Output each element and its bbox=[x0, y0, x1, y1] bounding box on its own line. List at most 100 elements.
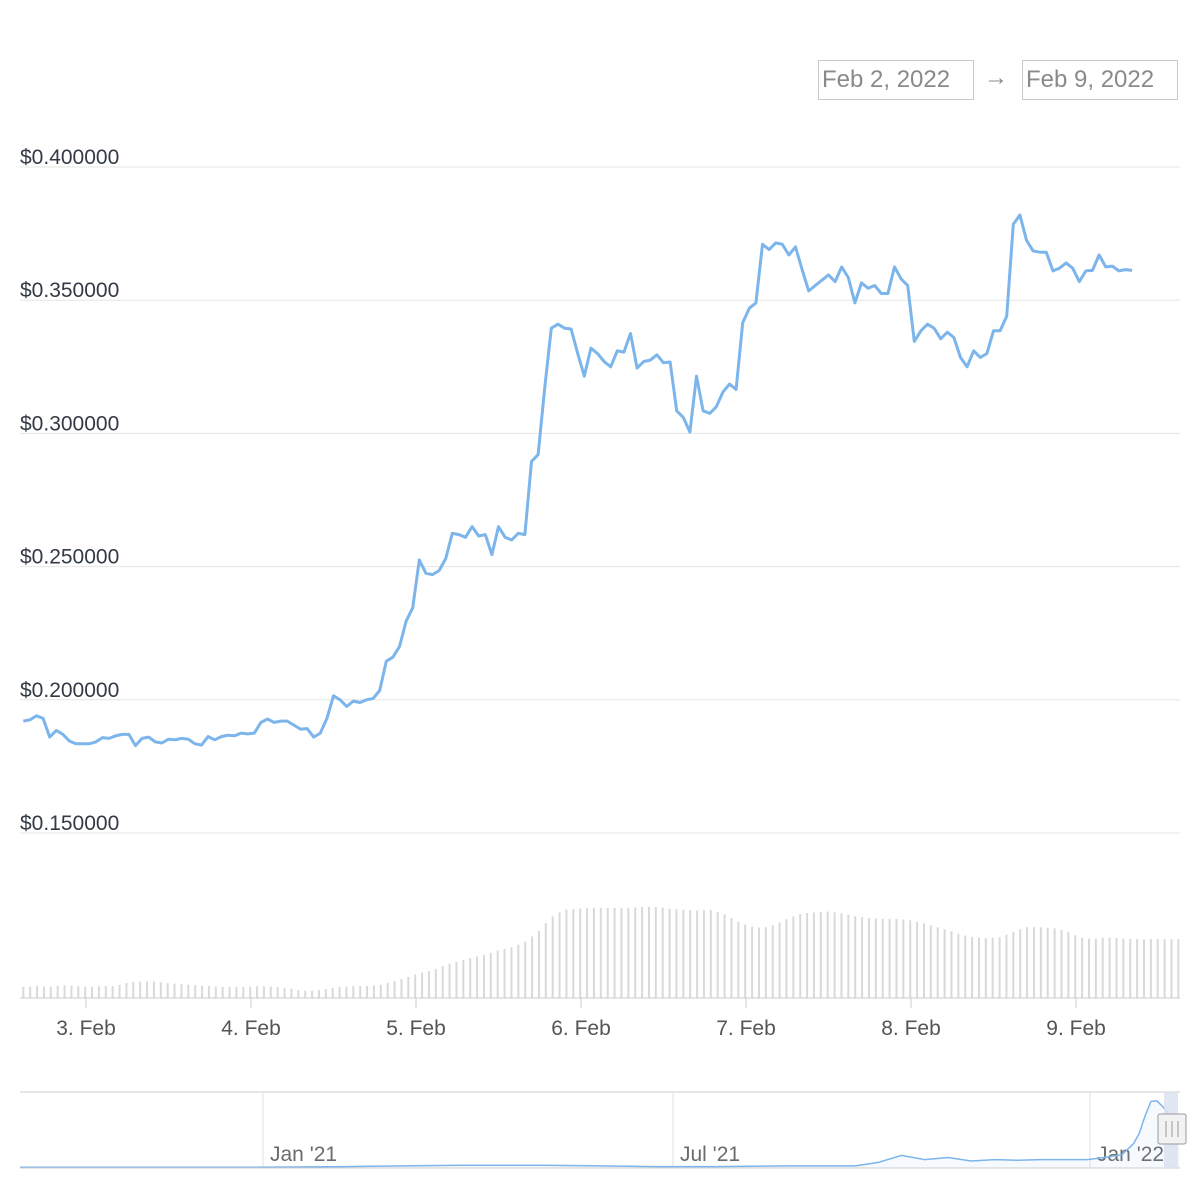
volume-bar bbox=[187, 984, 190, 998]
volume-bar bbox=[427, 971, 430, 998]
volume-bar bbox=[1122, 938, 1125, 998]
volume-bar bbox=[957, 933, 960, 998]
navigator-handle[interactable] bbox=[1157, 1113, 1187, 1145]
volume-bar bbox=[421, 972, 424, 998]
volume-bar bbox=[173, 983, 176, 998]
volume-bar bbox=[586, 908, 589, 998]
volume-bar bbox=[1019, 929, 1022, 998]
volume-bar bbox=[764, 927, 767, 998]
navigator-line bbox=[20, 1100, 1181, 1169]
volume-bar bbox=[469, 958, 472, 998]
volume-bar bbox=[668, 908, 671, 998]
volume-bar bbox=[1149, 939, 1152, 998]
navigator-label: Jul '21 bbox=[680, 1143, 740, 1166]
volume-bar bbox=[159, 982, 162, 998]
volume-bar bbox=[201, 985, 204, 998]
volume-bar bbox=[1136, 939, 1139, 998]
volume-bar bbox=[716, 911, 719, 998]
volume-bar bbox=[936, 927, 939, 998]
volume-bar bbox=[723, 914, 726, 998]
volume-bar bbox=[221, 986, 224, 998]
navigator-area bbox=[20, 1100, 1180, 1168]
volume-bar bbox=[702, 910, 705, 998]
volume-bar bbox=[950, 931, 953, 998]
volume-bar bbox=[909, 920, 912, 998]
volume-bar bbox=[414, 974, 417, 998]
volume-bar bbox=[840, 913, 843, 998]
volume-bar bbox=[180, 984, 183, 998]
volume-bar bbox=[1026, 927, 1029, 998]
volume-bar bbox=[235, 986, 238, 998]
volume-bar bbox=[441, 966, 444, 998]
volume-bar bbox=[641, 907, 644, 998]
volume-bar bbox=[118, 984, 121, 998]
range-arrow-icon: → bbox=[984, 64, 1008, 91]
volume-bar bbox=[311, 990, 314, 998]
volume-bar bbox=[22, 986, 25, 998]
volume-bar bbox=[861, 917, 864, 998]
volume-bar bbox=[207, 986, 210, 998]
volume-bar bbox=[895, 919, 898, 998]
volume-bar bbox=[242, 986, 245, 998]
volume-bar bbox=[1039, 927, 1042, 998]
volume-bar bbox=[407, 976, 410, 998]
volume-bar bbox=[1053, 928, 1056, 998]
price-line-layer bbox=[23, 213, 1133, 748]
volume-bar bbox=[819, 912, 822, 998]
y-tick-label: $0.150000 bbox=[20, 812, 119, 835]
volume-bar bbox=[971, 936, 974, 998]
volume-bar bbox=[524, 941, 527, 998]
volume-bar bbox=[1094, 938, 1097, 998]
volume-bar bbox=[751, 926, 754, 998]
range-to-input[interactable]: Feb 9, 2022 bbox=[1022, 60, 1178, 100]
volume-bar bbox=[283, 987, 286, 998]
volume-bar bbox=[634, 907, 637, 998]
price-line bbox=[23, 213, 1133, 748]
volume-bar bbox=[551, 916, 554, 998]
volume-bar bbox=[104, 986, 107, 998]
navigator[interactable]: Jan '21 Jul '21 Jan '22 bbox=[20, 1091, 1187, 1169]
y-tick-label: $0.200000 bbox=[20, 679, 119, 702]
volume-bar bbox=[1087, 938, 1090, 998]
x-tick-label: 4. Feb bbox=[221, 1017, 281, 1040]
volume-bar bbox=[661, 907, 664, 998]
volume-bar bbox=[269, 986, 272, 998]
volume-bar bbox=[1142, 939, 1145, 998]
volume-bar bbox=[531, 936, 534, 998]
volume-bar bbox=[675, 909, 678, 998]
y-axis: $0.400000 $0.350000 $0.300000 $0.250000 $0.2… bbox=[20, 146, 119, 835]
volume-bar bbox=[537, 930, 540, 998]
volume-bar bbox=[744, 924, 747, 998]
volume-bar bbox=[737, 921, 740, 998]
volume-bar bbox=[558, 912, 561, 998]
volume-bar bbox=[36, 986, 39, 998]
volume-bar bbox=[792, 916, 795, 998]
volume-bar bbox=[943, 929, 946, 998]
volume-bar bbox=[400, 979, 403, 998]
volume-bar bbox=[730, 918, 733, 998]
volume-bar bbox=[462, 959, 465, 998]
volume-bar bbox=[503, 948, 506, 998]
volume-bar bbox=[565, 909, 568, 998]
volume-bar bbox=[455, 961, 458, 998]
volume-bar bbox=[324, 988, 327, 998]
volume-bar bbox=[297, 990, 300, 998]
volume-bar bbox=[812, 912, 815, 998]
volume-bar bbox=[998, 937, 1001, 998]
volume-bar bbox=[510, 947, 513, 998]
volume-bar bbox=[888, 918, 891, 998]
volume-bar bbox=[70, 985, 73, 998]
range-from-input[interactable]: Feb 2, 2022 bbox=[818, 60, 974, 100]
volume-bars bbox=[22, 906, 1180, 998]
volume-bar bbox=[977, 937, 980, 998]
volume-bar bbox=[194, 985, 197, 998]
volume-bar bbox=[29, 986, 32, 998]
volume-bar bbox=[1170, 939, 1173, 998]
volume-bar bbox=[290, 988, 293, 998]
x-tick-label: 8. Feb bbox=[881, 1017, 941, 1040]
volume-bar bbox=[111, 986, 114, 998]
volume-bar bbox=[806, 913, 809, 998]
volume-bar bbox=[826, 911, 829, 998]
volume-bar bbox=[393, 980, 396, 998]
